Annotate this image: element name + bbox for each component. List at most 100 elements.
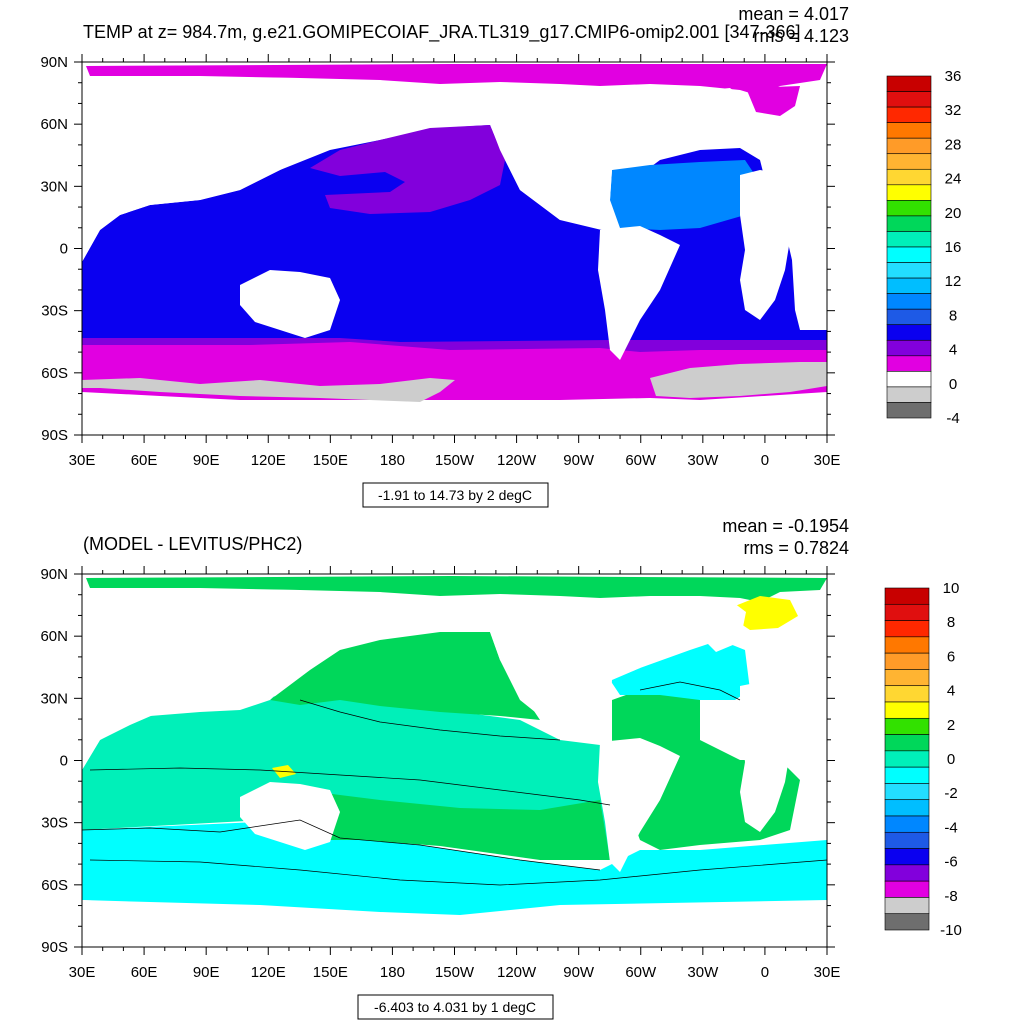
x-tick-label: 90E <box>193 452 220 469</box>
y-tick-label: 90S <box>41 427 68 444</box>
colorbar-cell <box>886 106 932 123</box>
colorbar-label: 4 <box>947 683 955 700</box>
colorbar-cell <box>886 355 932 372</box>
panel-1-land-greenland <box>688 88 746 140</box>
colorbar-label: -4 <box>946 410 959 427</box>
colorbar-cell <box>886 122 932 139</box>
colorbar-cell <box>884 897 930 915</box>
x-tick-label: 0 <box>761 964 769 981</box>
panel-2-land-africa-eurasia <box>82 588 330 770</box>
panel-2-land-australia <box>240 782 340 850</box>
colorbar-cell <box>886 231 932 248</box>
colorbar-cell <box>884 717 930 735</box>
colorbar-cell <box>884 620 930 638</box>
panel-1-region-north-atlantic <box>610 160 755 230</box>
colorbar-cell <box>886 200 932 217</box>
panel-2-land-greenland <box>688 600 746 652</box>
panel-2-land-south-america <box>598 738 680 872</box>
colorbar-label: -2 <box>944 785 957 802</box>
colorbar-cell <box>884 636 930 654</box>
colorbar-label: 0 <box>949 376 957 393</box>
x-tick-label: 30E <box>69 964 96 981</box>
y-tick-label: 30N <box>40 690 68 707</box>
colorbar-cell <box>884 799 930 817</box>
colorbar-label: 6 <box>947 648 955 665</box>
panel-1-colorbar: 36 32 28 24 20 16 12 8 4 0 -4 <box>886 68 962 427</box>
colorbar-cell <box>884 669 930 687</box>
colorbar-cell <box>884 685 930 703</box>
panel-1-region-arctic <box>86 64 827 96</box>
y-tick-label: 90S <box>41 939 68 956</box>
colorbar-label: 24 <box>945 171 962 188</box>
panel-2-y-axis: 90N 60N 30N 0 30S 60S 90S <box>40 566 68 956</box>
x-tick-label: 30E <box>814 964 841 981</box>
colorbar-cell <box>886 168 932 186</box>
colorbar-label: 20 <box>945 205 962 222</box>
y-tick-label: 60S <box>41 365 68 382</box>
panel-1-map <box>82 62 827 435</box>
colorbar-label: 32 <box>945 102 962 119</box>
panel-1-region-north-pacific <box>310 125 505 214</box>
panel-2-title: (MODEL - LEVITUS/PHC2) <box>83 534 302 554</box>
panel-1-x-axis: 30E 60E 90E 120E 150E 180 150W 120W 90W 60W 30W 0 30… <box>69 452 841 469</box>
y-tick-label: 0 <box>60 753 68 770</box>
panel-1-region-ross-weddell <box>82 378 455 402</box>
panel-2-rms: rms = 0.7824 <box>743 538 849 558</box>
panel-1: TEMP at z= 984.7m, g.e21.GOMIPECOIAF_JRA… <box>40 4 962 508</box>
x-tick-label: 60W <box>625 964 657 981</box>
y-tick-label: 0 <box>60 241 68 258</box>
colorbar-cell <box>884 652 930 670</box>
x-tick-label: 120W <box>497 452 537 469</box>
x-tick-label: 90W <box>563 964 595 981</box>
colorbar-cell <box>886 262 932 279</box>
x-tick-label: 30W <box>687 964 719 981</box>
colorbar-cell <box>886 339 932 357</box>
colorbar-label: 10 <box>943 580 960 597</box>
colorbar-cell <box>884 587 930 605</box>
colorbar-cell <box>886 215 932 232</box>
colorbar-label: 12 <box>945 273 962 290</box>
panel-1-ticks <box>74 54 835 443</box>
panel-2-region-north-pacific <box>270 632 540 720</box>
panel-2-info-box <box>357 994 554 1020</box>
colorbar-cell <box>884 766 930 784</box>
panel-2-region-south-pacific <box>300 790 610 860</box>
panel-1-info: -1.91 to 14.73 by 2 degC <box>378 487 532 503</box>
panel-2-land-north-america <box>490 600 680 732</box>
colorbar-label: -10 <box>940 922 962 939</box>
colorbar-label: 4 <box>949 342 957 359</box>
colorbar-cell <box>886 246 932 263</box>
x-tick-label: 30E <box>814 452 841 469</box>
panel-1-land-africa <box>740 170 800 320</box>
x-tick-label: 60E <box>131 452 158 469</box>
colorbar-label: 0 <box>947 751 955 768</box>
colorbar-cell <box>884 815 930 833</box>
x-tick-label: 60W <box>625 452 657 469</box>
y-tick-label: 30S <box>41 815 68 832</box>
x-tick-label: 30W <box>687 452 719 469</box>
colorbar-cell <box>884 701 930 719</box>
y-tick-label: 30N <box>40 178 68 195</box>
colorbar-cell <box>886 153 932 170</box>
colorbar-label: -8 <box>944 888 957 905</box>
colorbar-cell <box>884 848 930 866</box>
y-tick-label: 90N <box>40 566 68 583</box>
x-tick-label: 150E <box>313 964 348 981</box>
panel-2-ticks <box>74 566 835 955</box>
panel-1-region-nordic <box>746 86 800 116</box>
x-tick-label: 90W <box>563 452 595 469</box>
panel-1-info-box <box>362 482 549 508</box>
x-tick-label: 180 <box>380 452 405 469</box>
x-tick-label: 180 <box>380 964 405 981</box>
x-tick-label: 30E <box>69 452 96 469</box>
colorbar-cell <box>884 603 930 621</box>
panel-2-map <box>82 574 827 947</box>
panel-1-y-axis: 90N 60N 30N 0 30S 60S 90S <box>40 54 68 444</box>
colorbar-cell <box>884 880 930 898</box>
colorbar-cell <box>886 75 932 92</box>
panel-2-x-axis: 30E 60E 90E 120E 150E 180 150W 120W 90W 60W 30W 0 30… <box>69 964 841 981</box>
colorbar-label: 28 <box>945 136 962 153</box>
y-tick-label: 90N <box>40 54 68 71</box>
colorbar-cell <box>884 783 930 801</box>
colorbar-label: 8 <box>949 307 957 324</box>
